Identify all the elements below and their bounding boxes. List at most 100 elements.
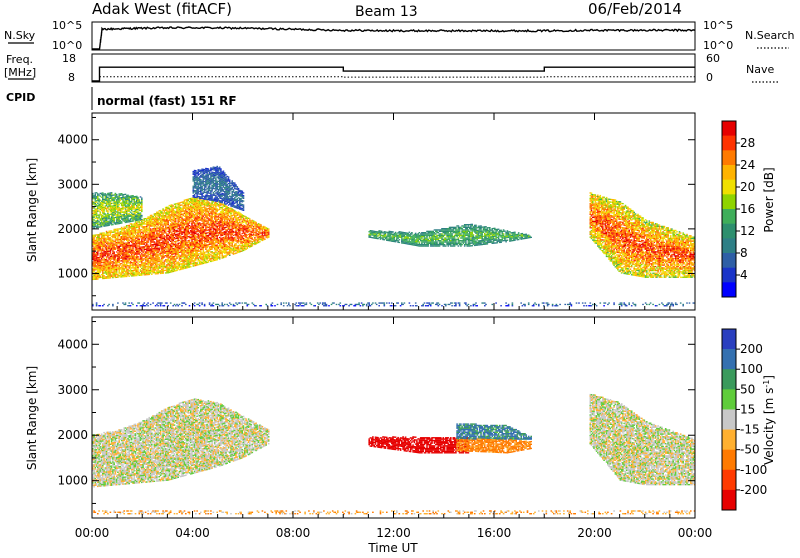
heatmap-cell <box>123 263 125 264</box>
heatmap-cell <box>103 275 105 276</box>
heatmap-cell <box>216 211 218 212</box>
heatmap-cell <box>150 254 152 255</box>
heatmap-cell <box>268 235 270 236</box>
heatmap-cell <box>103 236 105 237</box>
freq-line <box>92 67 695 81</box>
heatmap-cell <box>137 257 139 258</box>
heatmap-cell <box>123 229 125 230</box>
heatmap-cell <box>159 241 161 242</box>
heatmap-cell <box>126 264 128 265</box>
heatmap-cell <box>126 276 128 277</box>
heatmap-cell <box>157 225 159 226</box>
heatmap-cell <box>141 249 143 250</box>
heatmap-cell <box>112 224 114 225</box>
heatmap-cell <box>159 249 161 250</box>
heatmap-cell <box>97 254 99 255</box>
heatmap-cell <box>107 212 109 213</box>
heatmap-cell <box>254 237 256 238</box>
heatmap-cell <box>101 258 103 259</box>
heatmap-cell <box>111 230 113 231</box>
heatmap-cell <box>147 255 149 256</box>
heatmap-cell <box>268 237 270 238</box>
heatmap-cell <box>121 240 123 241</box>
heatmap-cell <box>136 244 138 245</box>
heatmap-cell <box>164 262 166 263</box>
heatmap-cell <box>164 256 166 257</box>
heatmap-cell <box>268 234 270 235</box>
heatmap-cell <box>147 259 149 260</box>
heatmap-cell <box>233 241 235 242</box>
heatmap-cell <box>188 229 190 230</box>
heatmap-cell <box>102 271 104 272</box>
heatmap-cell <box>151 266 153 267</box>
heatmap-cell <box>151 247 153 248</box>
freq-series <box>92 67 695 81</box>
heatmap-cell <box>166 262 168 263</box>
nsky-label: N.Sky <box>4 29 36 42</box>
heatmap-cell <box>249 229 251 230</box>
heatmap-cell <box>150 272 152 273</box>
heatmap-cell <box>144 219 146 220</box>
heatmap-cell <box>230 213 232 214</box>
heatmap-cell <box>106 246 108 247</box>
heatmap-cell <box>189 222 191 223</box>
heatmap-cell <box>107 210 109 211</box>
heatmap-cell <box>135 260 137 261</box>
heatmap-cell <box>107 213 109 214</box>
heatmap-cell <box>186 238 188 239</box>
heatmap-cell <box>108 199 110 200</box>
heatmap-cell <box>134 251 136 252</box>
heatmap-cell <box>141 229 143 230</box>
heatmap-cell <box>196 262 198 263</box>
nsearch-tick-top: 10^5 <box>703 19 733 32</box>
heatmap-cell <box>238 246 240 247</box>
heatmap-cell <box>166 219 168 220</box>
heatmap-cell <box>140 269 142 270</box>
heatmap-cell <box>131 254 133 255</box>
heatmap-cell <box>101 261 103 262</box>
heatmap-cell <box>162 254 164 255</box>
heatmap-cell <box>268 232 270 233</box>
heatmap-cell <box>137 268 139 269</box>
heatmap-cell <box>136 275 138 276</box>
heatmap-cell <box>127 238 129 239</box>
heatmap-cell <box>93 252 95 253</box>
cpid-label: CPID <box>6 91 35 104</box>
heatmap-cell <box>268 230 270 231</box>
heatmap-cell <box>98 237 100 238</box>
heatmap-cell <box>93 239 95 240</box>
heatmap-cell <box>215 206 217 207</box>
heatmap-cell <box>145 267 147 268</box>
heatmap-cell <box>111 193 113 194</box>
heatmap-cell <box>101 239 103 240</box>
heatmap-cell <box>175 221 177 222</box>
heatmap-cell <box>106 258 108 259</box>
heatmap-cell <box>252 237 254 238</box>
heatmap-cell <box>100 247 102 248</box>
heatmap-cell <box>144 241 146 242</box>
heatmap-cell <box>106 259 108 260</box>
heatmap-cell <box>113 220 115 221</box>
heatmap-cell <box>175 259 177 260</box>
heatmap-cell <box>165 248 167 249</box>
heatmap-cell <box>95 236 97 237</box>
heatmap-cell <box>130 266 132 267</box>
heatmap-cell <box>165 231 167 232</box>
nave-tick-bottom: 0 <box>706 71 713 84</box>
heatmap-cell <box>101 226 103 227</box>
heatmap-cell <box>164 235 166 236</box>
heatmap-cell <box>229 253 231 254</box>
heatmap-cell <box>144 248 146 249</box>
heatmap-cell <box>126 268 128 269</box>
heatmap-cell <box>155 269 157 270</box>
heatmap-cell <box>98 258 100 259</box>
heatmap-cell <box>139 227 141 228</box>
heatmap-cell <box>162 273 164 274</box>
heatmap-cell <box>116 273 118 274</box>
heatmap-cell <box>118 271 120 272</box>
heatmap-cell <box>209 256 211 257</box>
heatmap-cell <box>132 234 134 235</box>
heatmap-cell <box>111 238 113 239</box>
heatmap-cell <box>116 270 118 271</box>
heatmap-cell <box>235 243 237 244</box>
